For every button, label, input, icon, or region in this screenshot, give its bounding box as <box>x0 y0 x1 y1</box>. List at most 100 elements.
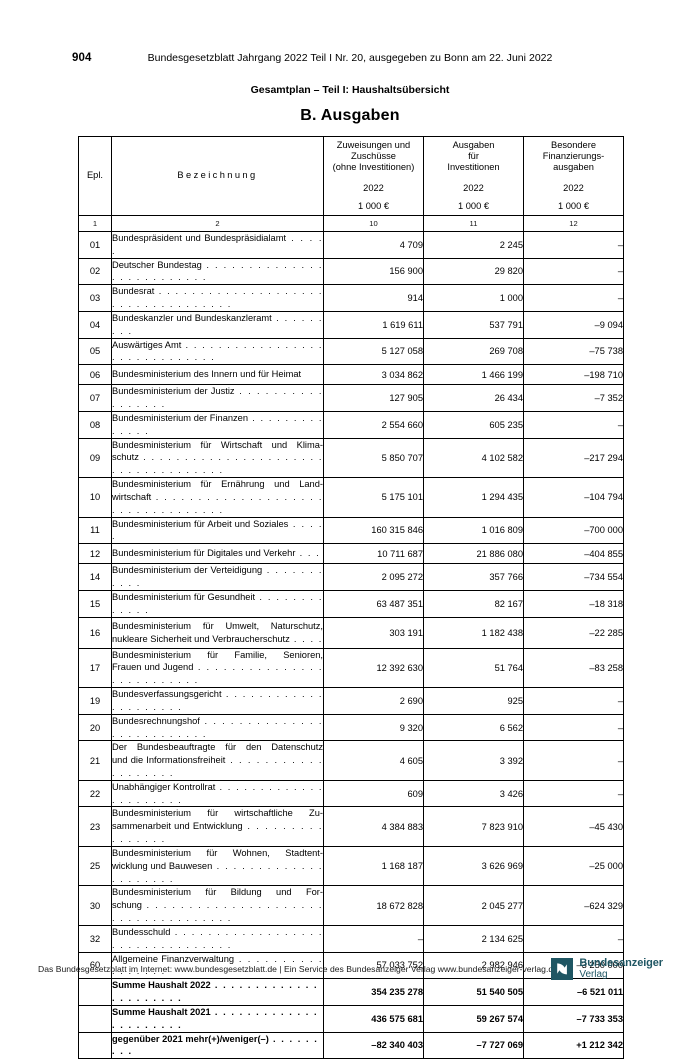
leader-dots: . . . . . . . . . . . . . . . . . . . . … <box>112 491 323 515</box>
budget-table: Epl. Bezeichnung Zuweisungen und Zuschüs… <box>78 136 624 1059</box>
row-zuweisungen: 127 905 <box>323 384 424 412</box>
row-zuweisungen: 5 127 058 <box>323 337 424 366</box>
bezeichnung-line: Bundesministerium für Wohnen, Stadtent- <box>112 847 323 860</box>
bezeichnung-line: Bundesministerium für Digitales und Verk… <box>112 547 323 560</box>
bezeichnung-line: Auswärtiges Amt . . . . . . . . . . . . … <box>112 339 323 365</box>
row-besondere: –624 329 <box>523 885 624 926</box>
row-investitionen: 3 426 <box>423 779 524 808</box>
bezeichnung-line: Bundespräsident und Bundespräsidialamt .… <box>112 232 323 258</box>
row-epl: 19 <box>78 687 112 715</box>
row-zuweisungen: 2 554 660 <box>323 410 424 439</box>
leader-dots: . . . . . . . . . . . . . . . . . . . . … <box>112 715 323 739</box>
bezeichnung-text: Bundesministerium der Verteidigung <box>112 565 263 576</box>
row-zuweisungen: – <box>323 924 424 953</box>
table-row: 19 Bundesverfassungsgericht . . . . . . .… <box>78 687 624 715</box>
zuweisungen-line3: (ohne Investitionen) <box>332 162 415 173</box>
row-bezeichnung: Bundesministerium der Verteidigung . . .… <box>111 563 324 591</box>
row-bezeichnung: Bundesministerium für wirtschaftliche Zu… <box>111 806 324 847</box>
bezeichnung-text: Bundesrat <box>112 286 155 297</box>
column-number-10: 10 <box>323 215 424 232</box>
zuweisungen-line1: Zuweisungen und <box>336 139 411 150</box>
summary-epl <box>78 1004 112 1033</box>
summary-zuweisungen: 436 575 681 <box>323 1004 424 1033</box>
investitionen-line1: Ausgaben <box>452 139 495 150</box>
row-besondere: –104 794 <box>523 477 624 518</box>
leader-dots: . . . . . . . . . . . . . . . . . . . . … <box>112 339 323 363</box>
row-bezeichnung: Unabhängiger Kontrollrat . . . . . . . .… <box>111 779 324 808</box>
table-row: 32 Bundesschuld . . . . . . . . . . . . .… <box>78 924 624 953</box>
zuweisungen-line2: Zuschüsse <box>351 151 396 161</box>
page-footer: Das Bundesgesetzblatt im Internet: www.b… <box>0 955 700 990</box>
row-investitionen: 2 982 946 <box>423 951 524 980</box>
bezeichnung-line: wirtschaft . . . . . . . . . . . . . . .… <box>112 491 323 517</box>
row-besondere: –22 285 <box>523 616 624 649</box>
row-besondere: –217 294 <box>523 437 624 479</box>
bezeichnung-text: Bundesministerium für Umwelt, Naturschut… <box>112 620 323 631</box>
besondere-year: 2022 <box>563 182 584 193</box>
leader-dots: . . . . . . . . . . . . . . . . . . . . … <box>112 259 323 283</box>
table-row: 07 Bundesministerium der Justiz . . . . .… <box>78 384 624 412</box>
row-besondere: –75 738 <box>523 337 624 366</box>
row-zuweisungen: 1 168 187 <box>323 845 424 887</box>
column-header-investitionen: Ausgaben für Investitionen 2022 1 000 € <box>423 136 524 216</box>
bezeichnung-line: Bundesministerium für Gesundheit . . . .… <box>112 591 323 617</box>
leader-dots: . . . . . . . . . . . . . . . . . . . . … <box>112 926 323 950</box>
row-zuweisungen: 2 690 <box>323 687 424 715</box>
row-zuweisungen: 1 619 611 <box>323 310 424 339</box>
row-bezeichnung: Bundesministerium der Justiz . . . . . .… <box>111 384 324 412</box>
leader-dots: . . . . . . . . . . . <box>112 565 323 589</box>
row-zuweisungen: 5 850 707 <box>323 437 424 479</box>
bezeichnung-text: Bundeskanzler und Bundeskanzleramt <box>112 312 272 323</box>
bezeichnung-line: Bundeskanzler und Bundeskanzleramt . . .… <box>112 312 323 338</box>
row-besondere: –18 318 <box>523 589 624 618</box>
row-zuweisungen: 914 <box>323 284 424 312</box>
leader-dots: . . . . . . . . . . . . . . . . . <box>112 953 323 977</box>
row-bezeichnung: Bundesministerium für Wohnen, Stadtent-w… <box>111 845 324 887</box>
row-investitionen: 1 016 809 <box>423 516 524 545</box>
bezeichnung-line: Deutscher Bundestag . . . . . . . . . . … <box>112 259 323 285</box>
column-number-row: 1 2 10 11 12 <box>78 215 624 232</box>
leader-dots: . . . . . <box>112 233 323 256</box>
leader-dots: . . . . . . . . . . . . . . . . . . . . … <box>112 689 323 712</box>
row-epl: 01 <box>78 231 112 259</box>
bezeichnung-text: Bundesministerium für Familie, Senioren, <box>112 649 323 660</box>
bezeichnung-line: Unabhängiger Kontrollrat . . . . . . . .… <box>112 781 323 807</box>
leader-dots: . . . . . . . . . . . . . . . . . . . . … <box>112 286 323 310</box>
summary-label: Summe Haushalt 2021 . . . . . . . . . . … <box>111 1004 324 1033</box>
row-zuweisungen: 3 034 862 <box>323 364 424 386</box>
row-zuweisungen: 303 191 <box>323 616 424 649</box>
row-epl: 10 <box>78 477 112 518</box>
leader-dots: . . . <box>295 548 321 559</box>
row-bezeichnung: Bundesministerium für Umwelt, Naturschut… <box>111 616 324 649</box>
row-besondere: –45 430 <box>523 806 624 847</box>
table-row: 09 Bundesministerium für Wirtschaft und K… <box>78 437 624 479</box>
row-epl: 21 <box>78 740 112 781</box>
bezeichnung-text: Bundesministerium der Finanzen <box>112 412 249 423</box>
table-row: 08 Bundesministerium der Finanzen . . . .… <box>78 410 624 439</box>
leader-dots: . . . . . . . . . . . . . . . . . . . . … <box>112 900 323 924</box>
row-epl: 22 <box>78 779 112 808</box>
bezeichnung-text: Bundesverfassungsgericht <box>112 689 222 700</box>
row-zuweisungen: 18 672 828 <box>323 885 424 926</box>
bezeichnung-text: Unabhängiger Kontrollrat <box>112 781 216 792</box>
bezeichnung-text: Bundesministerium für Bildung und For- <box>112 887 323 898</box>
document-page: 904 Bundesgesetzblatt Jahrgang 2022 Teil… <box>0 52 700 1059</box>
investitionen-unit: 1 000 € <box>457 200 490 211</box>
row-epl: 30 <box>78 885 112 926</box>
row-epl: 11 <box>78 516 112 545</box>
header-row: Epl. Bezeichnung Zuweisungen und Zuschüs… <box>78 136 624 216</box>
row-epl: 09 <box>78 437 112 479</box>
row-bezeichnung: Bundesrat . . . . . . . . . . . . . . . … <box>111 284 324 312</box>
row-besondere: – <box>523 740 624 781</box>
row-bezeichnung: Bundesministerium für Ernährung und Land… <box>111 477 324 518</box>
row-zuweisungen: 12 392 630 <box>323 647 424 689</box>
row-investitionen: 537 791 <box>423 310 524 339</box>
table-row: 22 Unabhängiger Kontrollrat . . . . . . .… <box>78 779 624 808</box>
summary-zuweisungen: –82 340 403 <box>323 1031 424 1059</box>
row-epl: 25 <box>78 845 112 887</box>
bezeichnung-text: Bundesrechnungshof <box>112 715 200 726</box>
leader-dots: . . . . . . . . . . . . . . <box>112 412 323 436</box>
row-bezeichnung: Bundesministerium für Arbeit und Soziale… <box>111 516 324 545</box>
table-row: 14 Bundesministerium der Verteidigung . .… <box>78 563 624 591</box>
column-header-besondere: Besondere Finanzierungs- ausgaben 2022 1… <box>523 136 624 216</box>
